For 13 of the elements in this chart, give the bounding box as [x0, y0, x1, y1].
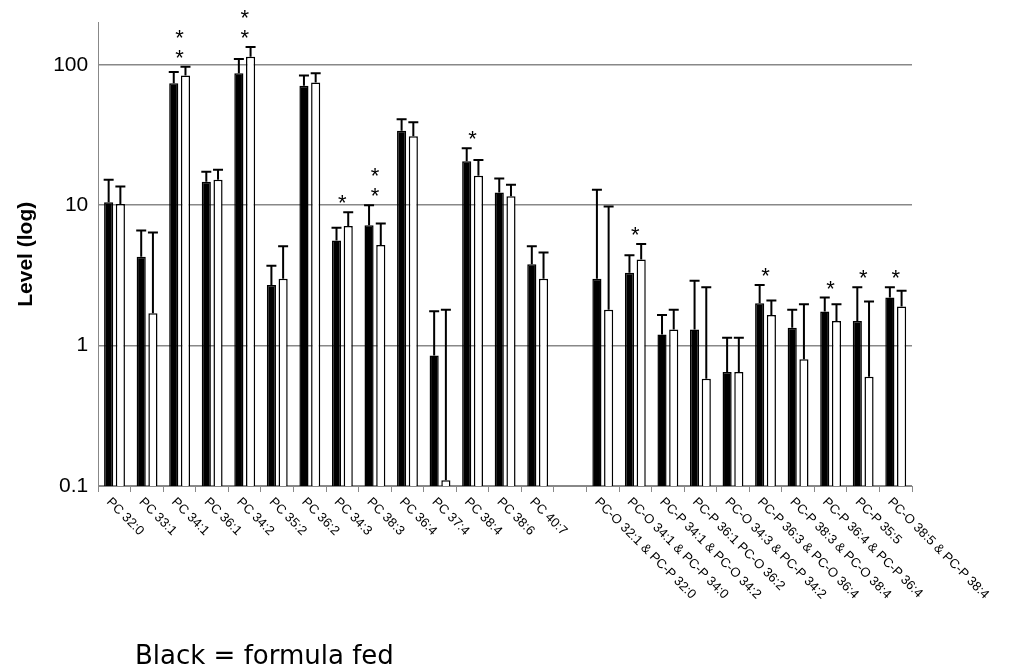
y-tick-label: 10 — [64, 192, 89, 216]
y-tick-label: 0.1 — [59, 472, 89, 496]
annotation: * — [468, 126, 478, 152]
annotation: * — [338, 190, 348, 216]
y-tick-label: 1 — [76, 332, 89, 356]
text: Black = formula fed — [135, 639, 394, 670]
y-axis-title: Level (log) — [13, 201, 37, 307]
annotation: * — [761, 263, 771, 289]
annotation: * — [891, 265, 901, 291]
y-tick-label: 100 — [53, 51, 89, 75]
annotation: * — [826, 275, 836, 301]
annotation: * — [858, 265, 868, 291]
annotation: * — [631, 222, 641, 248]
